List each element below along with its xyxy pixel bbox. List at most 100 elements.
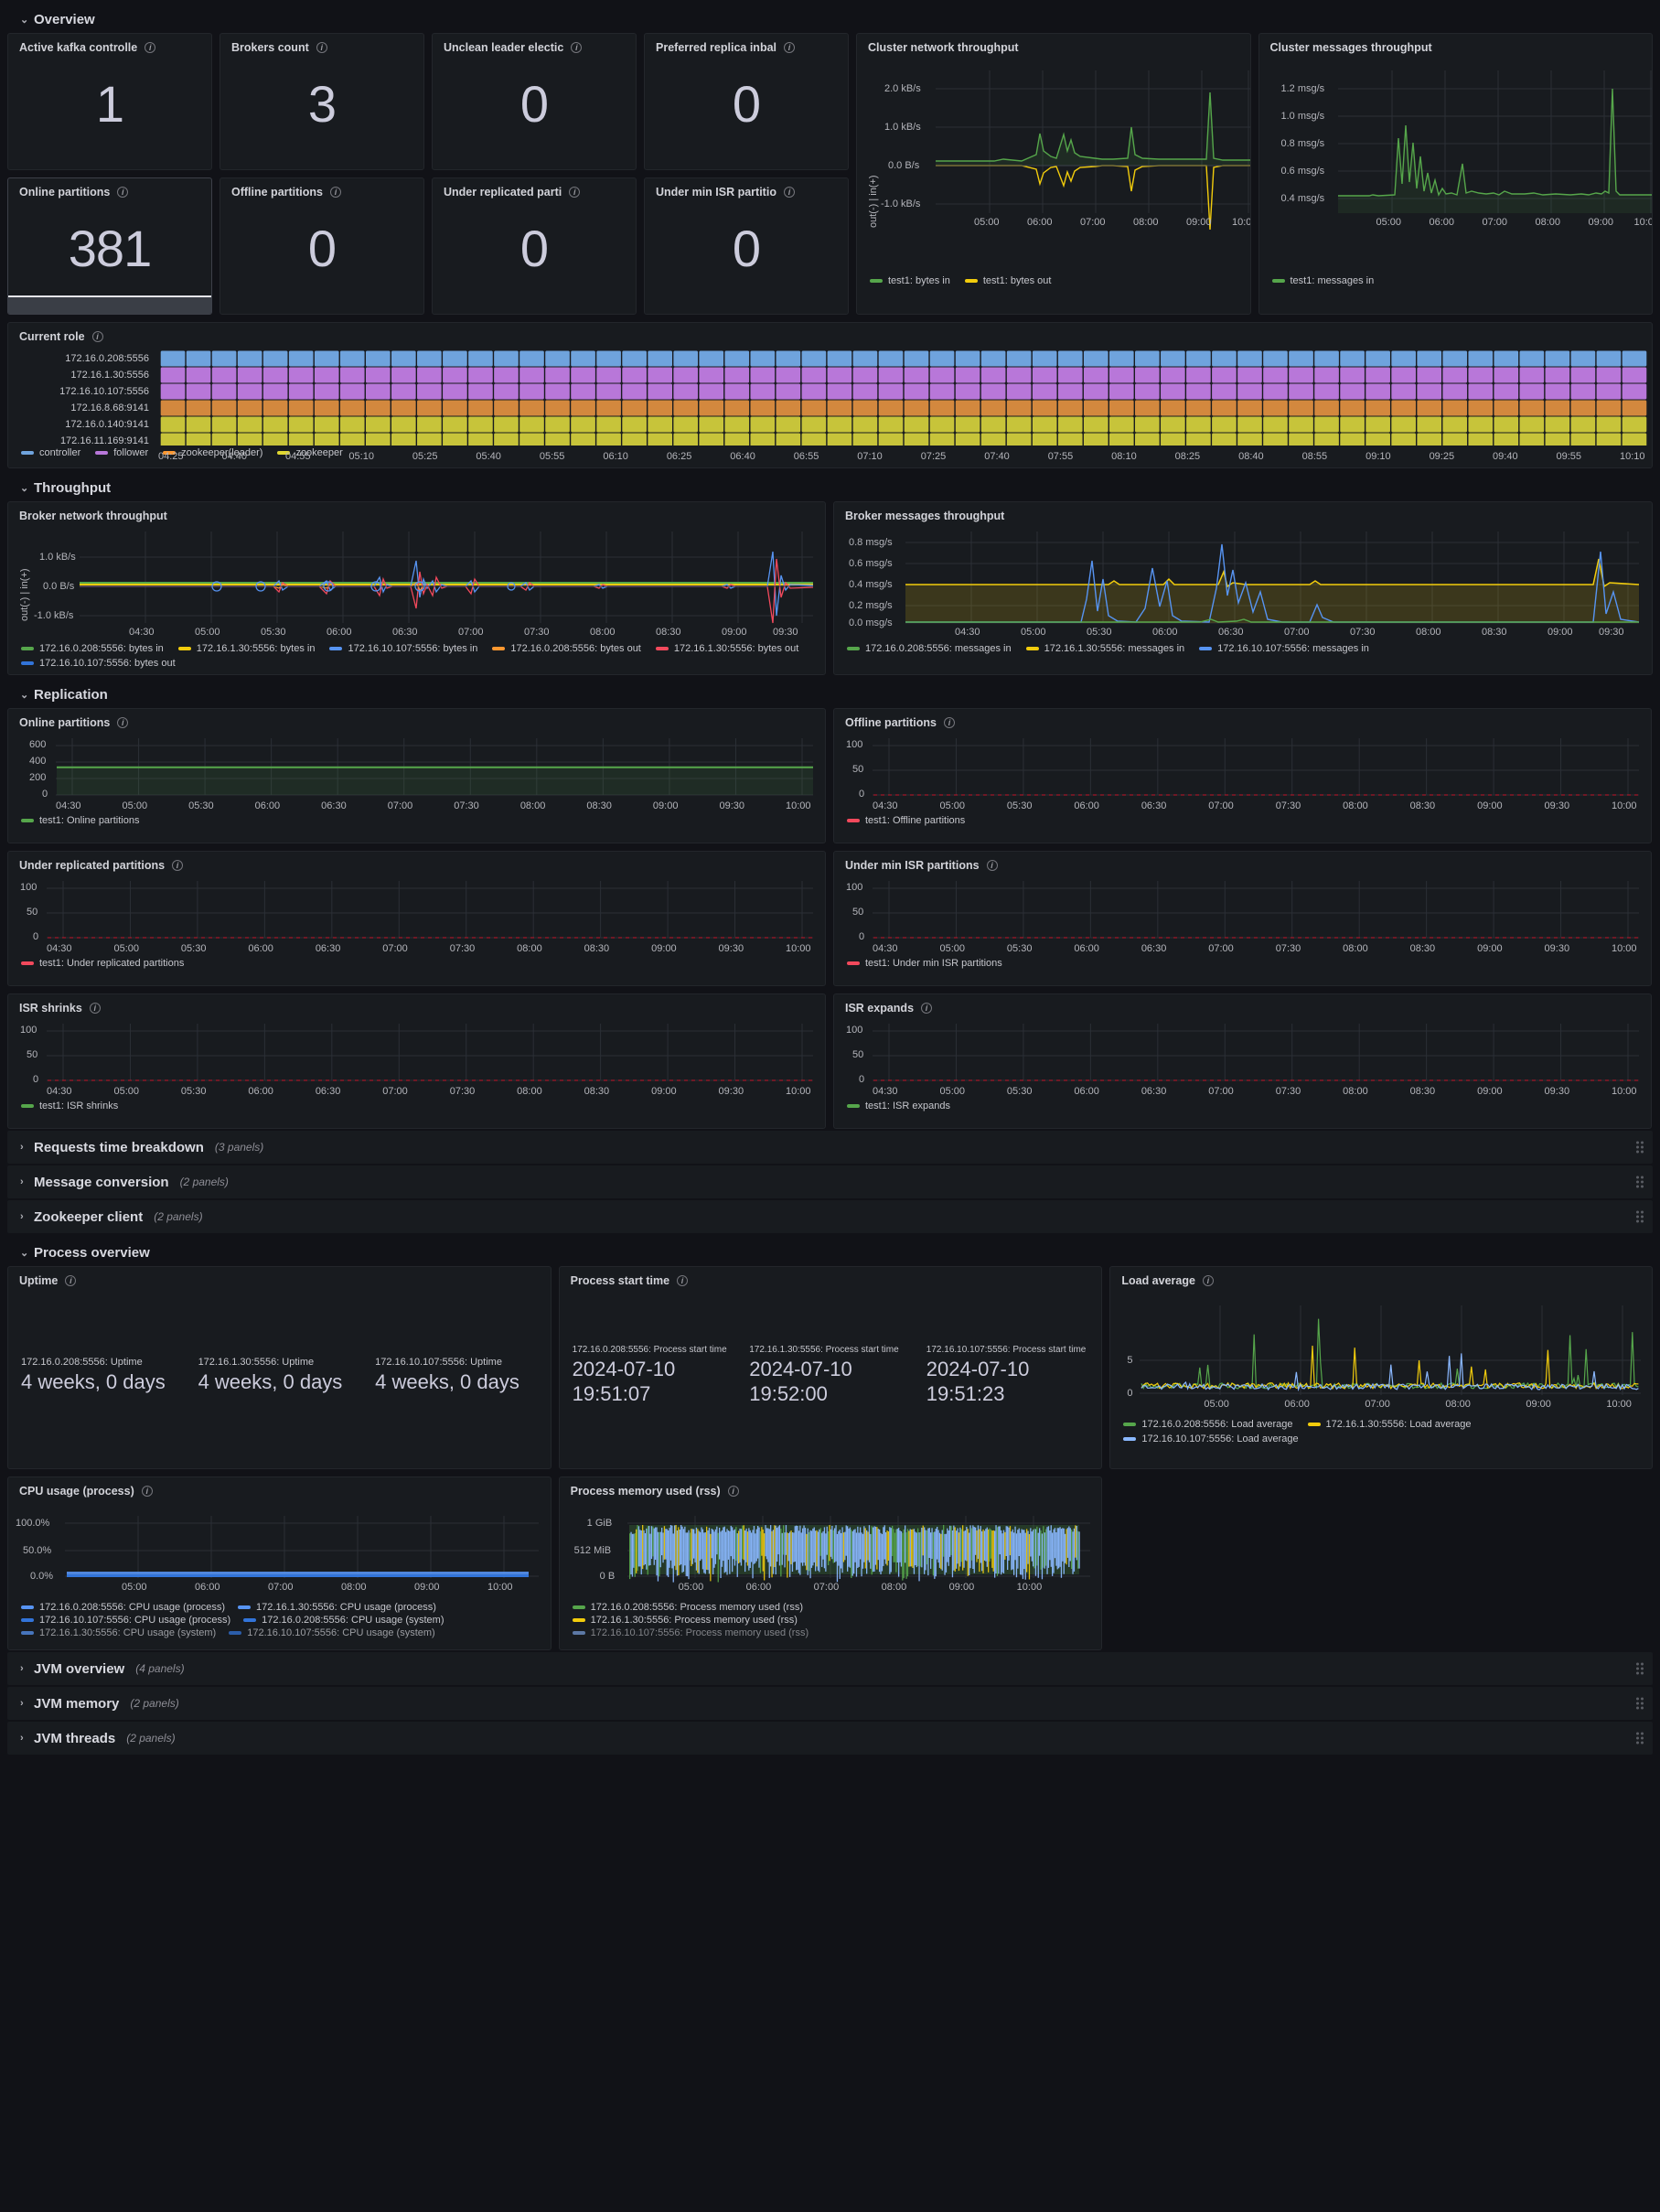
legend-item[interactable]: test1: messages in — [1271, 275, 1374, 286]
info-icon[interactable]: i — [677, 1275, 689, 1286]
stat-unclean-leader-election[interactable]: Unclean leader electic i 0 — [432, 33, 637, 170]
legend-item[interactable]: 172.16.0.208:5556: messages in — [847, 643, 1012, 654]
info-icon[interactable]: i — [986, 860, 998, 871]
info-icon[interactable]: i — [784, 42, 796, 53]
legend-item[interactable]: 172.16.10.107:5556: bytes out — [21, 658, 176, 669]
panel-uptime[interactable]: Uptime i 172.16.0.208:5556: Uptime 4 week… — [7, 1266, 552, 1469]
row-drag-handle[interactable] — [1636, 1697, 1644, 1710]
legend-item[interactable]: test1: Online partitions — [21, 815, 139, 826]
row-header-throughput[interactable]: ⌄ Throughput — [7, 474, 1653, 501]
legend-item[interactable]: 172.16.10.107:5556: CPU usage (system) — [229, 1627, 435, 1638]
row-header-requests-time-breakdown[interactable]: › Requests time breakdown (3 panels) — [7, 1131, 1653, 1164]
legend-item[interactable]: 172.16.0.208:5556: Process memory used (… — [572, 1602, 1102, 1613]
panel-offline-partitions[interactable]: Offline partitions i 100 50 0 04:30 05:00 05:30… — [833, 708, 1652, 843]
legend-item[interactable]: test1: Offline partitions — [847, 815, 965, 826]
info-icon[interactable]: i — [91, 331, 103, 342]
panel-isr-expands[interactable]: ISR expands i 100 50 0 04:30 05:00 05:30 06:00 06… — [833, 993, 1652, 1129]
row-header-jvm-threads[interactable]: › JVM threads (2 panels) — [7, 1722, 1653, 1755]
stat-active-kafka-controller[interactable]: Active kafka controlle i 1 — [7, 33, 212, 170]
panel-broker-network-throughput[interactable]: Broker network throughput out(-) | in(+) — [7, 501, 826, 675]
info-icon[interactable]: i — [330, 187, 341, 198]
info-icon[interactable]: i — [65, 1275, 77, 1286]
legend-item[interactable]: test1: ISR shrinks — [21, 1101, 118, 1111]
row-header-zookeeper-client[interactable]: › Zookeeper client (2 panels) — [7, 1200, 1653, 1233]
panel-process-start-time[interactable]: Process start time i 172.16.0.208:5556: P… — [558, 1266, 1103, 1469]
legend-swatch — [655, 647, 669, 650]
panel-under-min-isr[interactable]: Under min ISR partitions i 100 50 0 04:30 05:0… — [833, 851, 1652, 986]
row-drag-handle[interactable] — [1636, 1210, 1644, 1223]
legend-item[interactable]: 172.16.1.30:5556: messages in — [1025, 643, 1184, 654]
legend-item[interactable]: follower — [95, 447, 148, 458]
legend-item[interactable]: 172.16.1.30:5556: Load average — [1307, 1419, 1472, 1430]
panel-cluster-network-throughput[interactable]: Cluster network throughput out(-) | in(+… — [856, 33, 1251, 315]
legend-item[interactable]: zookeeper(leader) — [163, 447, 262, 458]
panel-under-replicated[interactable]: Under replicated partitions i 100 50 0 04:30 0… — [7, 851, 826, 986]
legend-item[interactable]: 172.16.1.30:5556: bytes in — [177, 643, 315, 654]
info-icon[interactable]: i — [316, 42, 327, 53]
info-icon[interactable]: i — [944, 717, 955, 728]
row-drag-handle[interactable] — [1636, 1662, 1644, 1675]
legend-item[interactable]: zookeeper — [277, 447, 343, 458]
legend-item[interactable]: 172.16.1.30:5556: bytes out — [655, 643, 798, 654]
stat-under-min-isr-partitions[interactable]: Under min ISR partitio i 0 — [644, 177, 849, 315]
legend-item[interactable]: 172.16.10.107:5556: CPU usage (process) — [21, 1615, 230, 1626]
row-header-process-overview[interactable]: ⌄ Process overview — [7, 1239, 1653, 1266]
legend-item[interactable]: 172.16.1.30:5556: Process memory used (r… — [572, 1615, 1102, 1626]
info-icon[interactable]: i — [571, 42, 583, 53]
legend-item[interactable]: 172.16.10.107:5556: messages in — [1199, 643, 1369, 654]
stat-under-replicated-partitions[interactable]: Under replicated parti i 0 — [432, 177, 637, 315]
legend-item[interactable]: test1: Under replicated partitions — [21, 958, 184, 969]
legend-swatch — [1271, 279, 1285, 283]
info-icon[interactable]: i — [569, 187, 581, 198]
panel-online-partitions[interactable]: Online partitions i 600 400 200 0 04:30 05:00 05… — [7, 708, 826, 843]
row-header-jvm-memory[interactable]: › JVM memory (2 panels) — [7, 1687, 1653, 1720]
legend-item[interactable]: 172.16.0.208:5556: CPU usage (process) — [21, 1602, 225, 1613]
panel-load-average[interactable]: Load average i — [1109, 1266, 1654, 1469]
stat-brokers-count[interactable]: Brokers count i 3 — [220, 33, 424, 170]
legend-item[interactable]: 172.16.0.208:5556: bytes in — [21, 643, 164, 654]
row-drag-handle[interactable] — [1636, 1732, 1644, 1745]
role-cell — [1442, 383, 1468, 400]
info-icon[interactable]: i — [117, 187, 129, 198]
info-icon[interactable]: i — [145, 42, 156, 53]
row-drag-handle[interactable] — [1636, 1141, 1644, 1154]
legend-swatch — [229, 1631, 242, 1635]
info-icon[interactable]: i — [89, 1003, 101, 1014]
legend-item[interactable]: 172.16.0.208:5556: bytes out — [492, 643, 641, 654]
info-icon[interactable]: i — [783, 187, 795, 198]
info-icon[interactable]: i — [117, 717, 129, 728]
legend-item[interactable]: test1: bytes in — [870, 275, 950, 286]
legend-item[interactable]: test1: ISR expands — [847, 1101, 950, 1111]
info-icon[interactable]: i — [1202, 1275, 1214, 1286]
info-icon[interactable]: i — [172, 860, 184, 871]
row-header-overview[interactable]: ⌄ Overview — [7, 5, 1653, 33]
legend-item[interactable]: 172.16.1.30:5556: CPU usage (system) — [21, 1627, 216, 1638]
memory-bar — [766, 1528, 769, 1562]
legend-item[interactable]: 172.16.10.107:5556: Load average — [1123, 1434, 1652, 1444]
panel-isr-shrinks[interactable]: ISR shrinks i 100 50 0 04:30 05:00 05:30 06:00 06… — [7, 993, 826, 1129]
legend-item[interactable]: test1: bytes out — [964, 275, 1051, 286]
legend-item[interactable]: 172.16.0.208:5556: CPU usage (system) — [243, 1615, 444, 1626]
legend-item[interactable]: 172.16.1.30:5556: CPU usage (process) — [238, 1602, 436, 1613]
legend-item[interactable]: controller — [21, 447, 80, 458]
legend-item[interactable]: 172.16.0.208:5556: Load average — [1123, 1419, 1293, 1430]
row-header-jvm-overview[interactable]: › JVM overview (4 panels) — [7, 1652, 1653, 1685]
stat-preferred-replica-imbalance[interactable]: Preferred replica inbal i 0 — [644, 33, 849, 170]
row-header-replication[interactable]: ⌄ Replication — [7, 681, 1653, 708]
info-icon[interactable]: i — [727, 1486, 739, 1497]
panel-cpu-usage-process[interactable]: CPU usage (process) i — [7, 1476, 552, 1650]
legend-item[interactable]: 172.16.10.107:5556: Process memory used … — [572, 1627, 1102, 1638]
stat-offline-partitions[interactable]: Offline partitions i 0 — [220, 177, 424, 315]
info-icon[interactable]: i — [141, 1486, 153, 1497]
y-tick: 100 — [20, 882, 37, 893]
row-drag-handle[interactable] — [1636, 1176, 1644, 1188]
panel-current-role[interactable]: Current role i 172.16.0.208:5556 172.16.1… — [7, 322, 1653, 468]
panel-process-memory-used[interactable]: Process memory used (rss) i — [558, 1476, 1103, 1650]
legend-item[interactable]: test1: Under min ISR partitions — [847, 958, 1002, 969]
panel-cluster-messages-throughput[interactable]: Cluster messages throughput — [1258, 33, 1653, 315]
panel-broker-messages-throughput[interactable]: Broker messages throughput — [833, 501, 1653, 675]
info-icon[interactable]: i — [921, 1003, 933, 1014]
row-header-message-conversion[interactable]: › Message conversion (2 panels) — [7, 1165, 1653, 1198]
legend-item[interactable]: 172.16.10.107:5556: bytes in — [329, 643, 477, 654]
stat-online-partitions[interactable]: Online partitions i 381 — [7, 177, 212, 315]
